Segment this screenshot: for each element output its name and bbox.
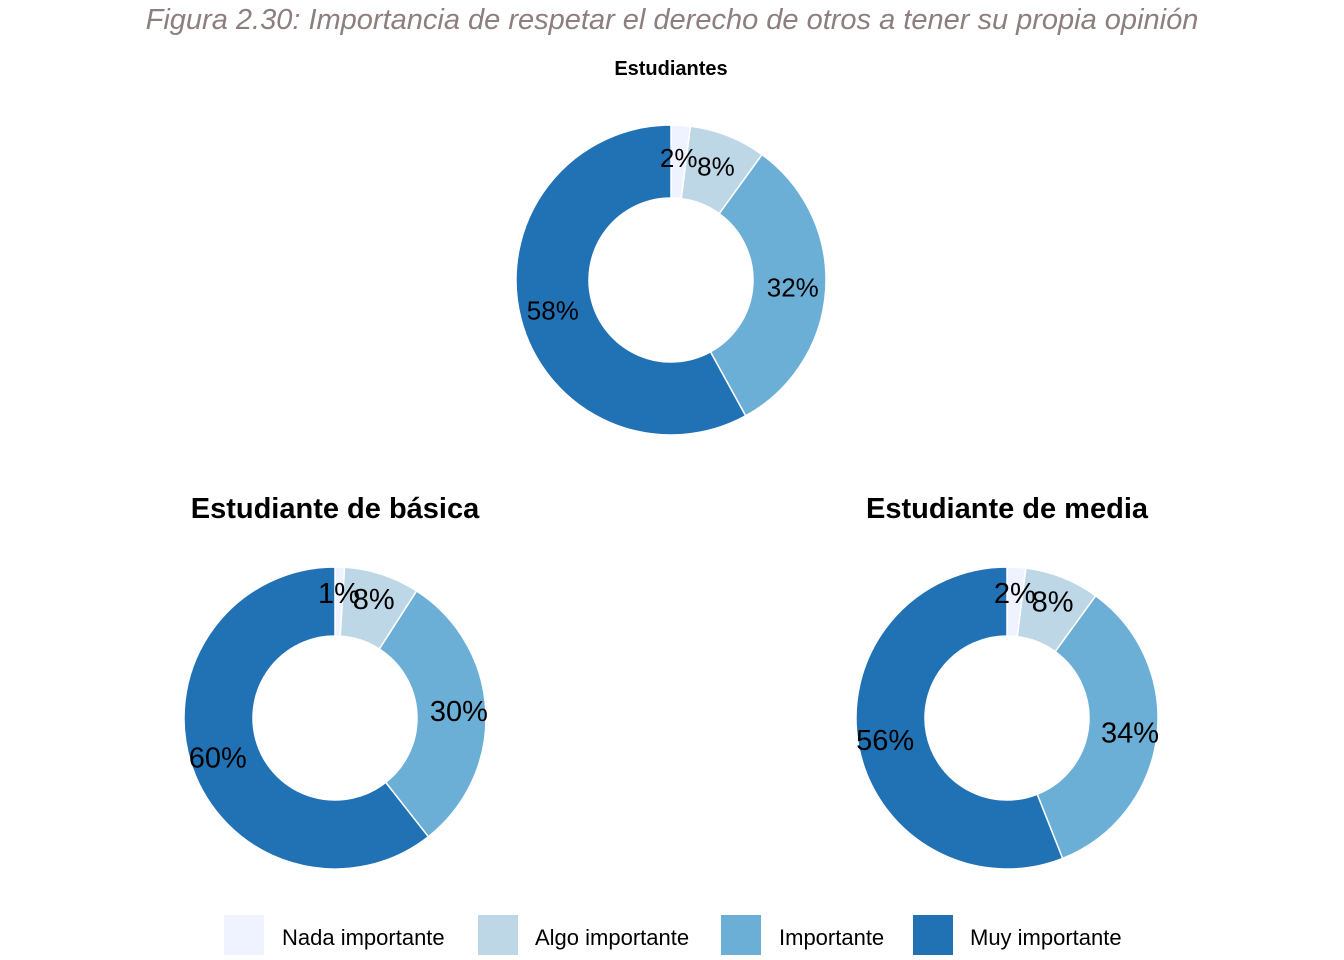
slice-label-basica-0: 1% (318, 578, 360, 610)
legend-swatch-algo (478, 915, 518, 955)
slice-label-estudiantes-3: 58% (527, 295, 579, 325)
slice-label-media-0: 2% (994, 578, 1036, 610)
donut-basica: Estudiante de básica 1%8% 30% 60% (183, 493, 488, 870)
slice-label-basica-3: 60% (189, 743, 247, 775)
legend-label-algo: Algo importante (535, 925, 690, 950)
slice-label-media-3: 56% (856, 725, 914, 757)
legend-label-muy: Muy importante (970, 925, 1122, 950)
legend-swatch-nada (224, 915, 264, 955)
legend-label-importante: Importante (779, 925, 885, 950)
slice-media-2 (1036, 594, 1159, 860)
slice-estudiantes-2 (709, 153, 827, 417)
chart-title-media: Estudiante de media (866, 493, 1149, 525)
donut-media: Estudiante de media 2%8% 34% 56% (855, 493, 1159, 870)
chart-title-basica: Estudiante de básica (191, 493, 480, 525)
chart-title-estudiantes: Estudiantes (614, 58, 727, 80)
legend: Nada importante Algo importante Importan… (0, 915, 1344, 957)
slice-label-estudiantes-0: 2% (660, 143, 698, 173)
figure-title: Figura 2.30: Importancia de respetar el … (145, 4, 1199, 36)
legend-swatch-muy (913, 915, 953, 955)
slice-basica-3 (183, 566, 430, 870)
legend-swatch-importante (721, 915, 761, 955)
slice-media-3 (855, 566, 1064, 870)
slice-label-basica-2: 30% (430, 696, 488, 728)
slice-basica-2 (378, 589, 487, 838)
slice-label-estudiantes-1: 8% (697, 152, 735, 182)
legend-label-nada: Nada importante (282, 925, 445, 950)
slice-label-basica-1: 8% (353, 584, 395, 616)
slice-label-media-1: 8% (1032, 587, 1074, 619)
slice-label-estudiantes-2: 32% (767, 273, 819, 303)
slice-estudiantes-3 (515, 124, 747, 436)
donut-estudiantes: Estudiantes 2% 8% 32% 58% (515, 58, 827, 436)
slice-label-media-2: 34% (1101, 718, 1159, 750)
